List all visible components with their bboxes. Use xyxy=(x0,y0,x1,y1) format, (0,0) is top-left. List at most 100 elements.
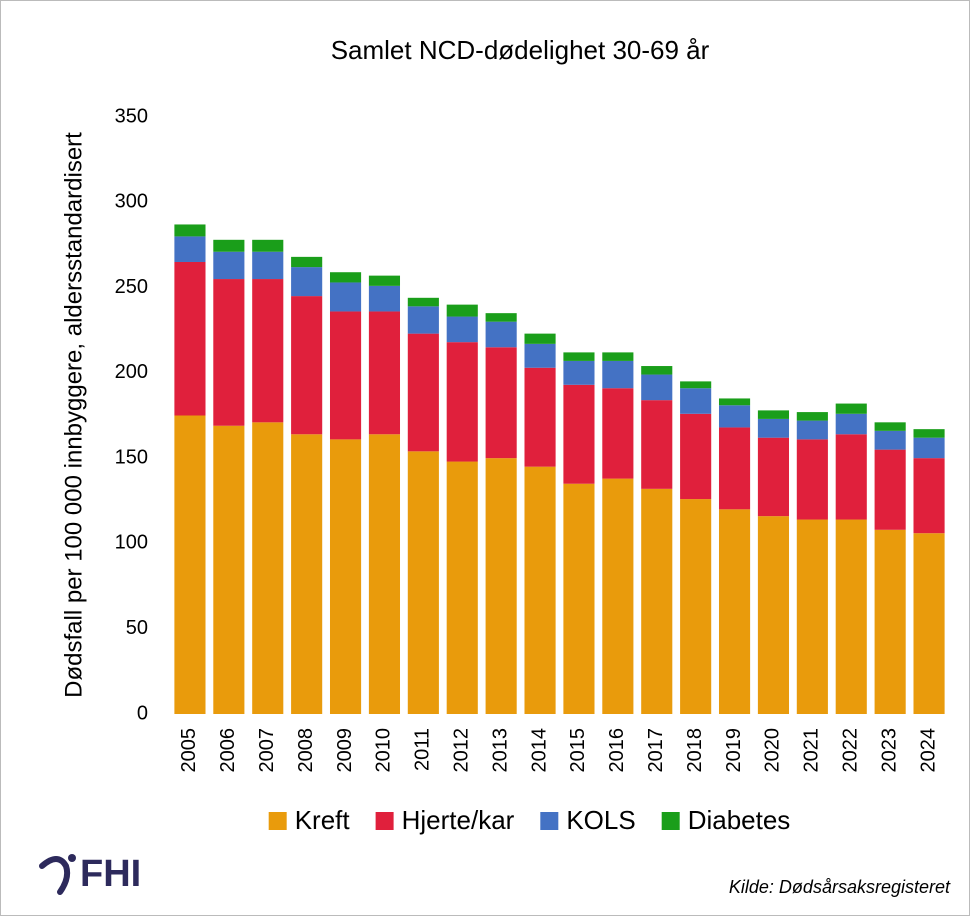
bar-segment xyxy=(291,434,323,714)
bar-segment xyxy=(874,430,906,450)
bar-segment xyxy=(563,360,595,385)
x-tick-label: 2016 xyxy=(606,728,628,773)
bar-segment xyxy=(524,343,556,368)
x-tick-label: 2008 xyxy=(295,728,317,773)
y-tick-label: 250 xyxy=(115,276,148,298)
bar-segment xyxy=(913,429,945,438)
bar-segment xyxy=(407,297,439,307)
bar-segment xyxy=(835,519,867,714)
bar-segment xyxy=(174,236,206,262)
x-tick-label: 2007 xyxy=(256,728,278,773)
bar-segment xyxy=(718,398,751,406)
bar-segment xyxy=(524,333,556,344)
bar-segment xyxy=(641,374,673,401)
x-tick-label: 2005 xyxy=(178,728,200,773)
bar-segment xyxy=(213,239,245,252)
bar-segment xyxy=(680,388,712,414)
bar-segment xyxy=(291,256,323,268)
bar-segment xyxy=(368,434,401,714)
bar-segment xyxy=(757,437,790,517)
bar-segment xyxy=(641,366,673,375)
chart-title: Samlet NCD-dødelighet 30-69 år xyxy=(331,35,710,65)
x-tick-label: 2006 xyxy=(217,728,239,773)
legend-swatch xyxy=(540,812,559,830)
bar-segment xyxy=(368,275,401,286)
logo-mark xyxy=(39,856,71,895)
x-tick-label: 2022 xyxy=(840,728,862,773)
bar-segment xyxy=(524,367,556,467)
bar-segment xyxy=(602,478,634,714)
bar-segment xyxy=(835,434,867,520)
bar-segment xyxy=(602,360,634,389)
x-tick-label: 2013 xyxy=(489,728,511,773)
bar-segment xyxy=(757,410,790,419)
bar-segment xyxy=(524,466,556,714)
x-tick-label: 2017 xyxy=(645,728,667,773)
bar-segment xyxy=(485,347,517,459)
x-tick-label: 2018 xyxy=(684,728,706,773)
bar-segment xyxy=(446,342,478,462)
legend-swatch xyxy=(661,812,680,830)
x-tick-label: 2010 xyxy=(373,728,395,773)
bar-segment xyxy=(874,449,906,530)
bar-segment xyxy=(252,251,284,280)
bar-segment xyxy=(213,279,245,426)
x-tick-label: 2021 xyxy=(801,728,823,773)
logo-dot xyxy=(68,854,76,862)
x-tick-label: 2019 xyxy=(723,728,745,773)
bar-segment xyxy=(291,296,323,435)
legend-swatch xyxy=(375,812,394,830)
bar-segment xyxy=(680,413,712,500)
bar-segment xyxy=(174,224,206,237)
bar-segment xyxy=(913,437,945,459)
bar-segment xyxy=(407,306,439,334)
y-tick-label: 150 xyxy=(115,446,148,468)
bar-segment xyxy=(252,239,284,252)
legend-label: Kreft xyxy=(295,805,351,835)
bar-segment xyxy=(368,285,401,312)
bar-segment xyxy=(329,272,362,283)
y-axis-label: Dødsfall per 100 000 innbyggere, alderss… xyxy=(60,132,87,698)
bar-segment xyxy=(602,388,634,479)
bar-segment xyxy=(835,413,867,435)
bar-segment xyxy=(796,412,828,421)
bar-segment xyxy=(796,420,828,440)
bar-segment xyxy=(252,422,284,714)
bar-segment xyxy=(796,519,828,714)
bar-segment xyxy=(757,418,790,438)
bar-segment xyxy=(485,458,517,714)
bar-segment xyxy=(213,251,245,280)
bar-segment xyxy=(641,400,673,489)
x-tick-label: 2024 xyxy=(917,728,939,773)
x-tick-label: 2012 xyxy=(451,728,473,773)
x-tick-label: 2015 xyxy=(567,728,589,773)
bar-segment xyxy=(718,405,751,428)
bar-segment xyxy=(446,304,478,317)
bar-segment xyxy=(874,422,906,431)
bar-segment xyxy=(718,509,751,714)
bar-segment xyxy=(835,403,867,414)
bar-segment xyxy=(407,451,439,714)
bar-segment xyxy=(913,458,945,534)
source-note: Kilde: Dødsårsaksregisteret xyxy=(729,877,951,897)
y-tick-label: 100 xyxy=(115,532,148,554)
bar-segment xyxy=(407,333,439,452)
bar-segment xyxy=(485,321,517,348)
bar-segment xyxy=(174,261,206,416)
y-tick-label: 300 xyxy=(115,191,148,213)
x-tick-label: 2020 xyxy=(762,728,784,773)
y-tick-label: 50 xyxy=(126,617,148,639)
x-tick-label: 2014 xyxy=(528,728,550,773)
bar-segment xyxy=(913,533,945,714)
x-tick-label: 2009 xyxy=(334,728,356,773)
y-tick-label: 200 xyxy=(115,361,148,383)
bar-segment xyxy=(291,267,323,297)
bar-segment xyxy=(680,381,712,389)
bar-segment xyxy=(368,311,401,435)
bar-segment xyxy=(874,529,906,714)
y-tick-label: 0 xyxy=(137,702,148,724)
bar-segment xyxy=(641,488,673,714)
logo-text: FHI xyxy=(80,853,141,895)
bar-segment xyxy=(563,352,595,361)
x-tick-label: 2011 xyxy=(412,728,434,771)
